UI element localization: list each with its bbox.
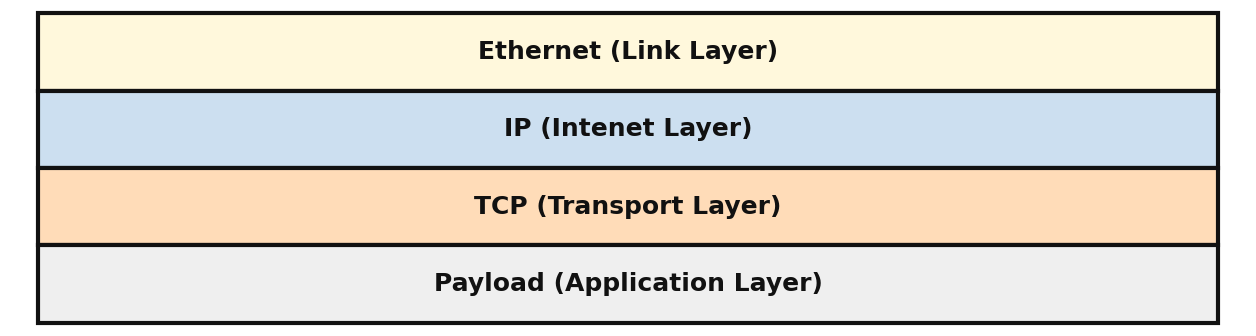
Text: IP (Intenet Layer): IP (Intenet Layer) [504, 117, 752, 141]
Text: TCP (Transport Layer): TCP (Transport Layer) [475, 195, 781, 219]
Text: Payload (Application Layer): Payload (Application Layer) [433, 272, 823, 296]
FancyBboxPatch shape [38, 91, 1218, 168]
FancyBboxPatch shape [38, 245, 1218, 323]
Text: Ethernet (Link Layer): Ethernet (Link Layer) [479, 40, 777, 64]
FancyBboxPatch shape [38, 168, 1218, 245]
FancyBboxPatch shape [38, 13, 1218, 91]
